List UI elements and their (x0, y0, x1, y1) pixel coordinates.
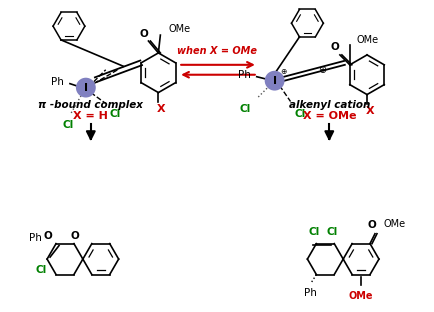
Text: ⊕: ⊕ (318, 65, 326, 75)
Text: O: O (331, 42, 339, 52)
Text: Cl: Cl (309, 227, 320, 237)
Text: Cl: Cl (240, 105, 251, 115)
Circle shape (265, 71, 285, 90)
Text: Cl: Cl (295, 110, 306, 119)
Text: Cl: Cl (327, 227, 338, 237)
Text: Cl: Cl (110, 110, 121, 119)
Text: O: O (368, 220, 376, 230)
Text: π -bound complex: π -bound complex (38, 100, 143, 110)
Text: when X = OMe: when X = OMe (177, 46, 257, 56)
Text: alkenyl cation: alkenyl cation (289, 100, 370, 110)
Text: Ph: Ph (29, 233, 42, 243)
Text: I: I (273, 76, 276, 86)
Text: O: O (139, 29, 148, 39)
Circle shape (76, 78, 96, 98)
Text: OMe: OMe (357, 35, 379, 45)
Text: Cl: Cl (62, 120, 74, 130)
Text: X = OMe: X = OMe (302, 111, 356, 121)
Text: Ph: Ph (51, 77, 64, 87)
Text: OMe: OMe (168, 24, 191, 34)
Text: O: O (71, 231, 79, 241)
Text: X: X (366, 106, 375, 116)
Text: ⊕: ⊕ (280, 67, 287, 76)
Text: I: I (84, 83, 88, 93)
Text: OMe: OMe (349, 291, 373, 301)
Text: Ph: Ph (304, 288, 317, 298)
Text: Cl: Cl (36, 265, 47, 275)
Text: X = H: X = H (73, 111, 108, 121)
Text: Ph: Ph (238, 70, 251, 80)
Text: O: O (44, 231, 53, 241)
Text: X: X (157, 105, 166, 115)
Text: OMe: OMe (384, 219, 406, 229)
